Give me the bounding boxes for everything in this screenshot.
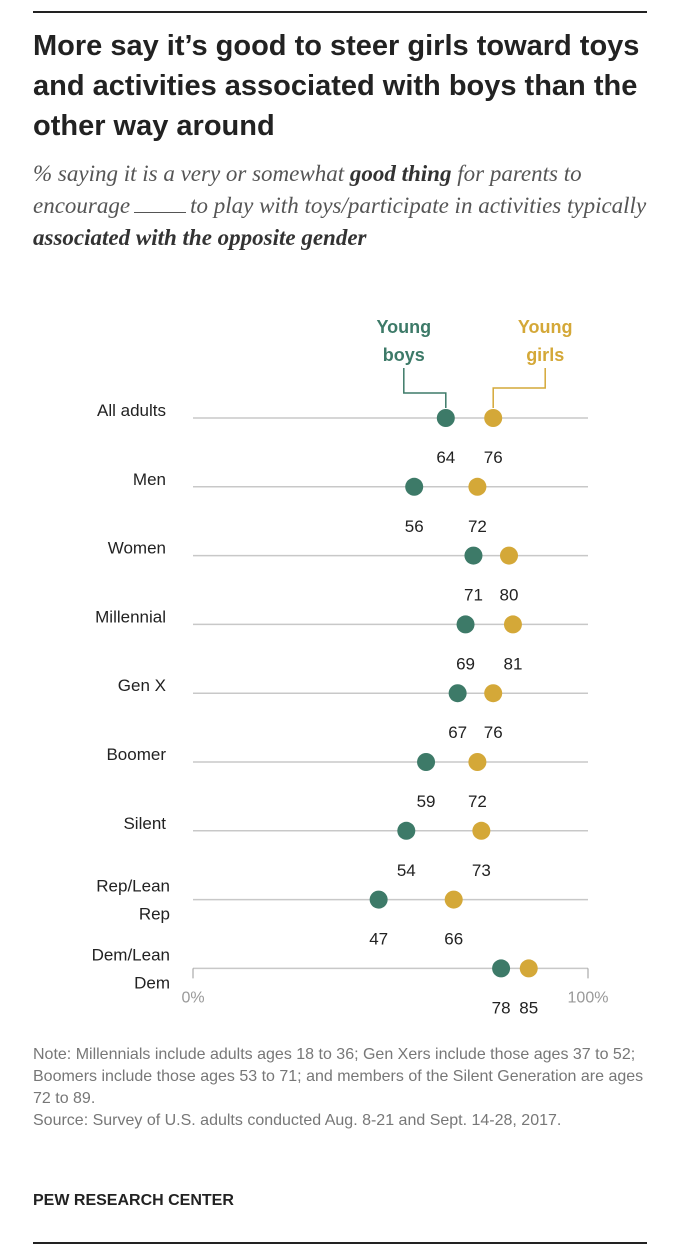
dot-young-boys — [369, 890, 388, 909]
dot-young-girls — [468, 477, 487, 496]
dot-young-boys — [436, 409, 455, 427]
dot-young-boys — [492, 959, 511, 978]
category-label: Gen X — [118, 676, 166, 695]
subtitle-part3: to play with toys/participate in activit… — [190, 193, 647, 218]
legend-connector-young-girls — [492, 368, 546, 408]
category-label: Millennial — [95, 607, 166, 626]
dot-young-girls — [500, 546, 518, 565]
chart-title: More say it’s good to steer girls toward… — [33, 30, 640, 142]
value-label-young-girls: 76 — [484, 723, 503, 742]
category-label: All adults — [97, 401, 166, 420]
dot-young-boys — [417, 753, 436, 771]
dot-young-girls — [519, 959, 538, 978]
category-label: Rep/Lean Rep — [96, 877, 170, 924]
legend-young-boys: Young boys — [376, 317, 431, 365]
notes: Note: Millennials include adults ages 18… — [33, 1044, 653, 1132]
dot-young-boys — [405, 477, 424, 496]
value-label-young-girls: 66 — [444, 930, 463, 949]
note-text: Note: Millennials include adults ages 18… — [33, 1046, 644, 1107]
value-label-young-boys: 47 — [369, 930, 388, 949]
value-label-young-girls: 72 — [468, 792, 487, 811]
top-rule — [33, 11, 647, 13]
value-label-young-girls: 81 — [503, 654, 522, 673]
category-label: Boomer — [106, 745, 166, 764]
x-tick-label-100: 100% — [568, 989, 609, 1006]
value-label-young-boys: 54 — [397, 861, 416, 880]
value-label-young-boys: 71 — [464, 586, 483, 605]
brand-logo-text: PEW RESEARCH CENTER — [33, 1192, 234, 1209]
dot-young-boys — [456, 615, 475, 634]
bottom-rule — [33, 1242, 647, 1244]
dot-young-girls — [472, 821, 491, 840]
value-label-young-boys: 78 — [492, 998, 511, 1017]
dot-young-girls — [484, 409, 503, 427]
source-text: Source: Survey of U.S. adults conducted … — [33, 1112, 562, 1129]
value-label-young-boys: 64 — [436, 448, 455, 467]
category-label: Dem/Lean Dem — [92, 945, 170, 992]
value-label-young-girls: 80 — [500, 586, 519, 605]
dot-young-girls — [503, 615, 522, 634]
value-label-young-boys: 56 — [405, 517, 424, 536]
value-label-young-girls: 85 — [519, 998, 538, 1017]
x-axis: 0% 100% — [181, 968, 608, 1006]
dot-plot: Young boys Young girls All adults 64 76 Men 56 7… — [92, 317, 609, 1017]
dot-young-girls — [468, 753, 487, 771]
value-label-young-girls: 72 — [468, 517, 487, 536]
subtitle-part2: for parents to encourage — [33, 161, 582, 218]
dot-young-boys — [397, 821, 416, 840]
category-label: Silent — [123, 814, 166, 833]
legend: Young boys Young girls — [376, 317, 573, 408]
subtitle-part1: % saying it is a very or somewhat — [33, 161, 350, 186]
x-tick-label-0: 0% — [181, 989, 204, 1006]
chart-rows: All adults 64 76 Men 56 72 Women 71 80 Millennial… — [92, 401, 588, 1017]
dot-young-girls — [484, 684, 503, 703]
dot-young-boys — [448, 684, 467, 703]
value-label-young-boys: 59 — [417, 792, 436, 811]
subtitle-bold1: good thing — [349, 161, 452, 186]
value-label-young-girls: 76 — [484, 448, 503, 467]
value-label-young-boys: 69 — [456, 654, 475, 673]
legend-young-girls: Young girls — [518, 317, 573, 365]
category-label: Men — [133, 470, 166, 489]
subtitle-bold2: associated with the opposite gender — [33, 225, 367, 250]
chart-subtitle: % saying it is a very or somewhat good t… — [33, 158, 653, 254]
subtitle-blank — [134, 212, 187, 213]
category-label: Women — [108, 539, 166, 558]
value-label-young-boys: 67 — [448, 723, 467, 742]
dot-young-girls — [444, 890, 463, 909]
legend-connector-young-boys — [403, 368, 447, 408]
dot-young-boys — [464, 546, 483, 565]
value-label-young-girls: 73 — [472, 861, 491, 880]
